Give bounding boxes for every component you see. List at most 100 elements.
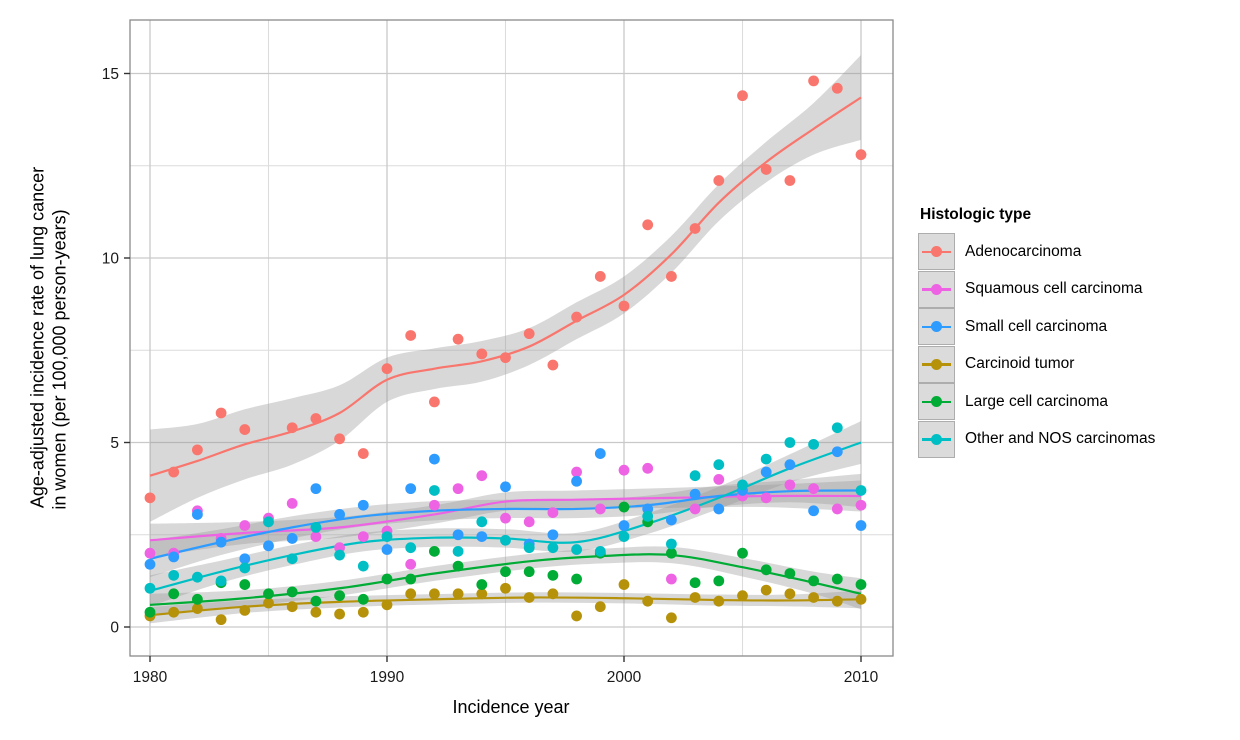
x-tick-label: 1980 bbox=[133, 669, 168, 686]
legend-key-icon bbox=[918, 233, 955, 270]
data-point-carcinoid-tumor bbox=[239, 604, 251, 616]
data-point-other-and-nos-carcinomas bbox=[429, 485, 440, 496]
data-point-other-and-nos-carcinomas bbox=[737, 479, 748, 491]
legend-entry-other-and-nos-carcinomas: Other and NOS carcinomas bbox=[918, 420, 1155, 458]
data-point-squamous-cell-carcinoma bbox=[784, 479, 796, 491]
data-point-large-cell-carcinoma bbox=[808, 575, 819, 587]
legend: Histologic type Adenocarcinoma Squamous c… bbox=[918, 206, 1155, 458]
data-point-small-cell-carcinoma bbox=[831, 446, 843, 458]
data-point-large-cell-carcinoma bbox=[713, 575, 725, 587]
legend-key-icon bbox=[918, 270, 955, 308]
data-point-small-cell-carcinoma bbox=[144, 558, 156, 570]
data-point-carcinoid-tumor bbox=[192, 603, 203, 614]
data-point-carcinoid-tumor bbox=[760, 584, 772, 596]
data-point-small-cell-carcinoma bbox=[689, 488, 701, 500]
data-point-small-cell-carcinoma bbox=[239, 553, 251, 565]
data-point-adenocarcinoma bbox=[784, 175, 796, 186]
data-point-squamous-cell-carcinoma bbox=[239, 520, 251, 531]
data-point-small-cell-carcinoma bbox=[713, 503, 725, 515]
legend-key-icon bbox=[918, 383, 955, 420]
data-point-small-cell-carcinoma bbox=[310, 483, 322, 495]
data-point-adenocarcinoma bbox=[452, 333, 464, 345]
data-point-large-cell-carcinoma bbox=[476, 579, 488, 590]
data-point-adenocarcinoma bbox=[642, 219, 654, 231]
legend-title: Histologic type bbox=[920, 206, 1032, 223]
data-point-adenocarcinoma bbox=[192, 444, 203, 456]
data-point-adenocarcinoma bbox=[689, 223, 701, 234]
legend-entry-adenocarcinoma: Adenocarcinoma bbox=[918, 233, 1155, 270]
data-point-squamous-cell-carcinoma bbox=[594, 503, 606, 515]
y-tick-label: 10 bbox=[102, 251, 120, 268]
data-point-adenocarcinoma bbox=[760, 164, 772, 175]
data-point-squamous-cell-carcinoma bbox=[855, 499, 867, 511]
legend-key-icon bbox=[918, 308, 955, 345]
data-point-large-cell-carcinoma bbox=[357, 593, 369, 605]
legend-key-icon bbox=[918, 420, 955, 458]
data-point-carcinoid-tumor bbox=[784, 588, 796, 600]
x-tick-label: 1990 bbox=[370, 669, 405, 686]
data-point-carcinoid-tumor bbox=[713, 595, 725, 607]
data-point-squamous-cell-carcinoma bbox=[618, 464, 630, 476]
confidence-band-large-cell-carcinoma bbox=[150, 546, 861, 616]
data-point-adenocarcinoma bbox=[713, 175, 725, 186]
data-point-other-and-nos-carcinomas bbox=[666, 538, 677, 550]
legend-label: Adenocarcinoma bbox=[965, 242, 1082, 260]
legend-label: Large cell carcinoma bbox=[965, 392, 1109, 410]
data-point-large-cell-carcinoma bbox=[381, 573, 393, 585]
legend-entry-carcinoid-tumor: Carcinoid tumor bbox=[918, 345, 1155, 383]
data-point-other-and-nos-carcinomas bbox=[239, 562, 251, 574]
data-point-small-cell-carcinoma bbox=[405, 483, 417, 495]
data-point-large-cell-carcinoma bbox=[666, 547, 677, 559]
data-point-squamous-cell-carcinoma bbox=[713, 474, 725, 485]
data-point-large-cell-carcinoma bbox=[855, 579, 867, 590]
data-point-large-cell-carcinoma bbox=[405, 573, 417, 585]
y-tick-label: 0 bbox=[110, 620, 119, 637]
data-point-adenocarcinoma bbox=[523, 328, 535, 340]
data-point-adenocarcinoma bbox=[429, 396, 440, 408]
data-point-adenocarcinoma bbox=[547, 359, 559, 371]
data-point-adenocarcinoma bbox=[855, 149, 867, 161]
data-point-adenocarcinoma bbox=[808, 75, 819, 87]
data-point-carcinoid-tumor bbox=[263, 597, 274, 609]
data-point-carcinoid-tumor bbox=[215, 614, 227, 626]
data-point-adenocarcinoma bbox=[381, 363, 393, 375]
data-point-other-and-nos-carcinomas bbox=[594, 545, 606, 557]
data-point-large-cell-carcinoma bbox=[831, 573, 843, 585]
data-point-carcinoid-tumor bbox=[571, 610, 582, 622]
y-axis-title-line2: in women (per 100,000 person-years) bbox=[49, 209, 70, 510]
data-point-adenocarcinoma bbox=[594, 271, 606, 282]
data-point-carcinoid-tumor bbox=[855, 593, 867, 605]
data-point-adenocarcinoma bbox=[286, 422, 298, 434]
data-point-large-cell-carcinoma bbox=[286, 586, 298, 598]
data-point-large-cell-carcinoma bbox=[429, 545, 440, 557]
data-point-small-cell-carcinoma bbox=[334, 509, 345, 520]
data-point-squamous-cell-carcinoma bbox=[760, 492, 772, 504]
data-point-small-cell-carcinoma bbox=[784, 459, 796, 471]
data-point-squamous-cell-carcinoma bbox=[405, 558, 417, 570]
data-point-carcinoid-tumor bbox=[808, 592, 819, 603]
data-point-small-cell-carcinoma bbox=[855, 520, 867, 531]
data-point-other-and-nos-carcinomas bbox=[855, 485, 867, 496]
data-point-adenocarcinoma bbox=[571, 311, 582, 323]
legend-label: Squamous cell carcinoma bbox=[965, 280, 1143, 297]
data-point-adenocarcinoma bbox=[310, 413, 322, 424]
data-point-carcinoid-tumor bbox=[831, 595, 843, 607]
data-point-small-cell-carcinoma bbox=[168, 551, 180, 563]
data-point-carcinoid-tumor bbox=[500, 582, 511, 594]
data-point-squamous-cell-carcinoma bbox=[500, 512, 511, 524]
data-point-squamous-cell-carcinoma bbox=[144, 547, 156, 559]
data-point-carcinoid-tumor bbox=[357, 606, 369, 618]
panel-border bbox=[129, 19, 894, 657]
data-point-large-cell-carcinoma bbox=[523, 566, 535, 578]
data-point-squamous-cell-carcinoma bbox=[689, 503, 701, 515]
data-point-carcinoid-tumor bbox=[310, 606, 322, 618]
data-point-other-and-nos-carcinomas bbox=[357, 560, 369, 572]
data-point-other-and-nos-carcinomas bbox=[831, 422, 843, 434]
legend-label: Carcinoid tumor bbox=[965, 355, 1075, 372]
data-point-adenocarcinoma bbox=[666, 271, 677, 282]
legend-label: Small cell carcinoma bbox=[965, 317, 1108, 335]
data-point-other-and-nos-carcinomas bbox=[215, 575, 227, 587]
data-point-small-cell-carcinoma bbox=[215, 536, 227, 548]
data-point-carcinoid-tumor bbox=[594, 601, 606, 613]
data-point-other-and-nos-carcinomas bbox=[263, 516, 274, 528]
